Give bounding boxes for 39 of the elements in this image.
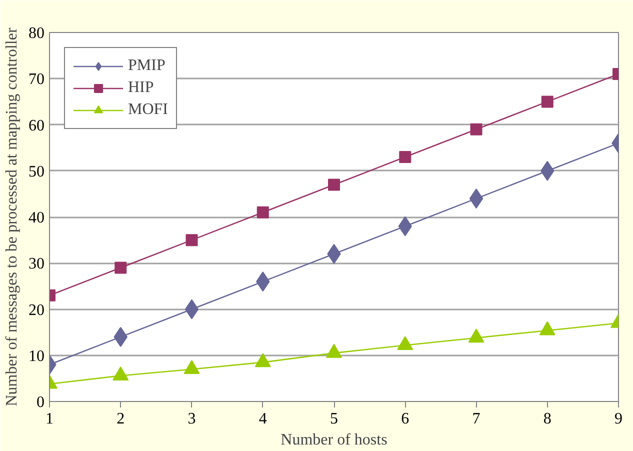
point — [470, 123, 482, 136]
x-tick-label: 8 — [543, 410, 552, 428]
point — [541, 96, 554, 108]
y-tick-label: 40 — [28, 210, 44, 226]
point — [397, 336, 414, 350]
point — [184, 360, 200, 374]
x-tick-label: 3 — [188, 410, 196, 428]
x-tick-label: 4 — [258, 410, 267, 428]
legend-label: MOFI — [128, 101, 168, 119]
y-tick-label: 20 — [28, 302, 44, 319]
point — [539, 321, 556, 336]
x-tick-label: 7 — [472, 410, 480, 428]
point — [256, 206, 269, 218]
y-tick-label: 0 — [36, 394, 44, 411]
point — [399, 151, 412, 164]
y-tick-label: 10 — [28, 348, 44, 365]
point — [469, 188, 484, 209]
y-tick-label: 30 — [28, 256, 44, 273]
x-tick-label: 2 — [116, 410, 125, 428]
point — [186, 234, 198, 246]
x-tick-label: 1 — [46, 410, 54, 428]
point — [184, 299, 199, 320]
y-tick-label: 70 — [28, 71, 44, 88]
y-tick-label: 80 — [28, 25, 44, 42]
legend-label: PMIP — [128, 57, 166, 75]
x-tick-label: 6 — [401, 410, 410, 428]
point — [254, 353, 271, 368]
y-axis-title: Number of messages to be processed at mapping controller — [4, 27, 20, 406]
point — [468, 328, 484, 343]
y-tick-label: 60 — [28, 117, 44, 134]
x-tick-label: 9 — [614, 410, 622, 428]
point — [114, 262, 127, 274]
x-axis-title: Number of hosts — [280, 432, 388, 448]
point — [326, 344, 342, 358]
point — [328, 178, 340, 191]
x-tick-label: 5 — [330, 410, 338, 428]
legend-label: HIP — [128, 79, 154, 97]
y-tick-label: 50 — [28, 163, 44, 180]
point — [112, 366, 129, 380]
